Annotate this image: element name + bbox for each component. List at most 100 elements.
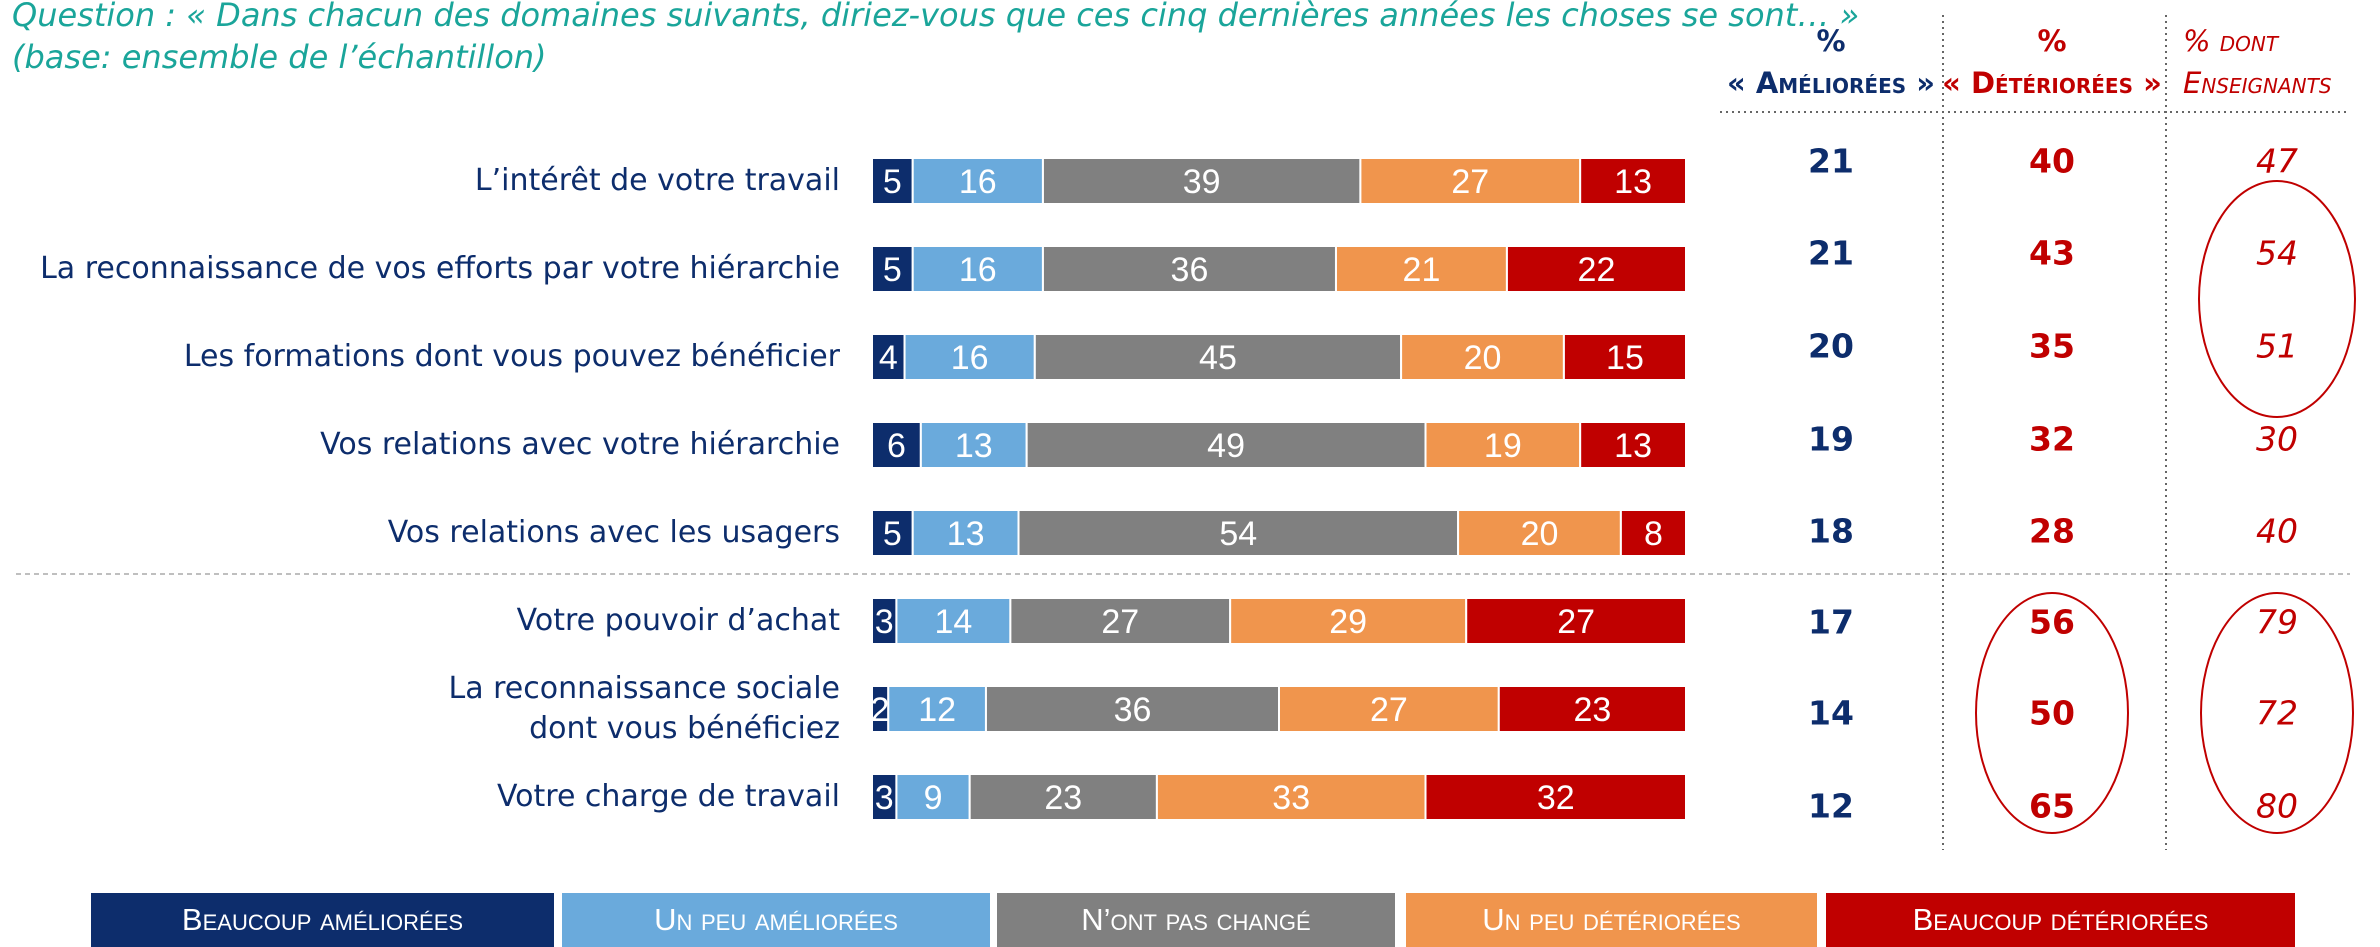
segment-label: 22 xyxy=(1578,251,1616,289)
segment-label: 6 xyxy=(887,427,906,465)
highlight-circle xyxy=(2200,592,2354,834)
subtitle: (base: ensemble de l’échantillon) xyxy=(12,38,547,76)
segment-label: 8 xyxy=(1644,515,1663,553)
segment-label: 5 xyxy=(883,251,902,289)
bar-segment xyxy=(1278,685,1500,733)
column-value: 56 xyxy=(2029,602,2075,642)
column-value: 30 xyxy=(2256,419,2298,459)
segment-label: 14 xyxy=(934,603,972,641)
bar-segment xyxy=(1041,157,1362,205)
category-label: La reconnaissance sociale dont vous béné… xyxy=(448,671,841,746)
bar-segment xyxy=(968,773,1158,821)
column-value: 14 xyxy=(1808,693,1854,733)
bar-segment xyxy=(887,685,987,733)
bar-segment xyxy=(1579,157,1688,205)
segment-label: 36 xyxy=(1171,251,1209,289)
column-value: 35 xyxy=(2029,326,2075,366)
legend-entry: Un peu améliorées xyxy=(562,893,990,947)
segment-label: 15 xyxy=(1606,339,1644,377)
bar-segment xyxy=(1400,333,1565,381)
segment-label: 32 xyxy=(1537,779,1575,817)
segment-label: 20 xyxy=(1464,339,1502,377)
column-header: % dont xyxy=(2183,24,2279,58)
column-header: « Détériorées » xyxy=(1942,66,2162,100)
bar-segment xyxy=(1619,509,1688,557)
category-label: Vos relations avec les usagers xyxy=(387,515,840,550)
segment-label: 23 xyxy=(1573,691,1611,729)
segment-label: 13 xyxy=(1614,427,1652,465)
column-header: Enseignants xyxy=(2183,66,2332,100)
column-value: 40 xyxy=(2256,511,2298,551)
bar-segment xyxy=(871,421,922,469)
bar-segment xyxy=(1424,773,1688,821)
bar-segment xyxy=(1359,157,1582,205)
bar-segment xyxy=(911,509,1020,557)
segment-label: 54 xyxy=(1219,515,1257,553)
bar-segment xyxy=(1424,421,1582,469)
bar-segment xyxy=(1562,333,1688,381)
segment-label: 5 xyxy=(883,515,902,553)
column-value: 47 xyxy=(2256,141,2298,181)
bar-segment xyxy=(984,685,1281,733)
segment-label: 9 xyxy=(924,779,943,817)
segment-label: 2 xyxy=(871,691,890,729)
category-label: L’intérêt de votre travail xyxy=(474,163,840,198)
category-label: Votre pouvoir d’achat xyxy=(516,603,840,638)
column-value: 43 xyxy=(2029,233,2075,273)
bar-segment xyxy=(1497,685,1688,733)
column-value: 17 xyxy=(1808,602,1854,642)
bar-segment xyxy=(871,509,914,557)
legend-entry: Un peu détériorées xyxy=(1406,893,1817,947)
highlight-circle xyxy=(1975,592,2129,834)
bar-segment xyxy=(903,333,1036,381)
category-label: Les formations dont vous pouvez bénéfici… xyxy=(183,339,840,374)
column-value: 65 xyxy=(2029,786,2075,826)
segment-label: 21 xyxy=(1403,251,1441,289)
category-label: Vos relations avec votre hiérarchie xyxy=(320,427,840,462)
segment-label: 27 xyxy=(1370,691,1408,729)
category-label: La reconnaissance de vos efforts par vot… xyxy=(40,251,840,286)
segment-label: 23 xyxy=(1044,779,1082,817)
column-header: % xyxy=(1816,24,1846,58)
legend-entry: N’ont pas changé xyxy=(997,893,1395,947)
column-value: 79 xyxy=(2256,602,2298,642)
segment-label: 4 xyxy=(879,339,898,377)
bar-segment xyxy=(871,773,898,821)
column-value: 12 xyxy=(1808,786,1854,826)
bar-segment xyxy=(911,157,1044,205)
segment-label: 16 xyxy=(959,251,997,289)
title: Question : « Dans chacun des domaines su… xyxy=(12,0,1860,34)
bar-segment xyxy=(1465,597,1687,645)
segment-label: 19 xyxy=(1484,427,1522,465)
column-value: 19 xyxy=(1808,419,1854,459)
legend-entry: Beaucoup améliorées xyxy=(91,893,554,947)
bar-segment xyxy=(1579,421,1688,469)
bar-segment xyxy=(1505,245,1688,293)
column-value: 51 xyxy=(2256,326,2298,366)
segment-label: 27 xyxy=(1557,603,1595,641)
column-value: 72 xyxy=(2256,693,2298,733)
column-value: 28 xyxy=(2029,511,2075,551)
column-header: % xyxy=(2037,24,2067,58)
bar-segment xyxy=(1025,421,1427,469)
column-value: 80 xyxy=(2256,786,2298,826)
column-value: 21 xyxy=(1808,233,1854,273)
segment-label: 20 xyxy=(1521,515,1559,553)
segment-label: 45 xyxy=(1199,339,1237,377)
segment-label: 3 xyxy=(875,779,894,817)
column-header: « Améliorées » xyxy=(1727,66,1935,100)
column-value: 50 xyxy=(2029,693,2075,733)
segment-label: 27 xyxy=(1101,603,1139,641)
category-label: Votre charge de travail xyxy=(496,779,840,814)
segment-label: 3 xyxy=(875,603,894,641)
segment-label: 39 xyxy=(1183,163,1221,201)
segment-label: 13 xyxy=(947,515,985,553)
column-value: 40 xyxy=(2029,141,2075,181)
bar-segment xyxy=(1017,509,1460,557)
segment-label: 13 xyxy=(1614,163,1652,201)
segment-label: 33 xyxy=(1272,779,1310,817)
bar-segment xyxy=(895,773,971,821)
segment-label: 29 xyxy=(1329,603,1367,641)
